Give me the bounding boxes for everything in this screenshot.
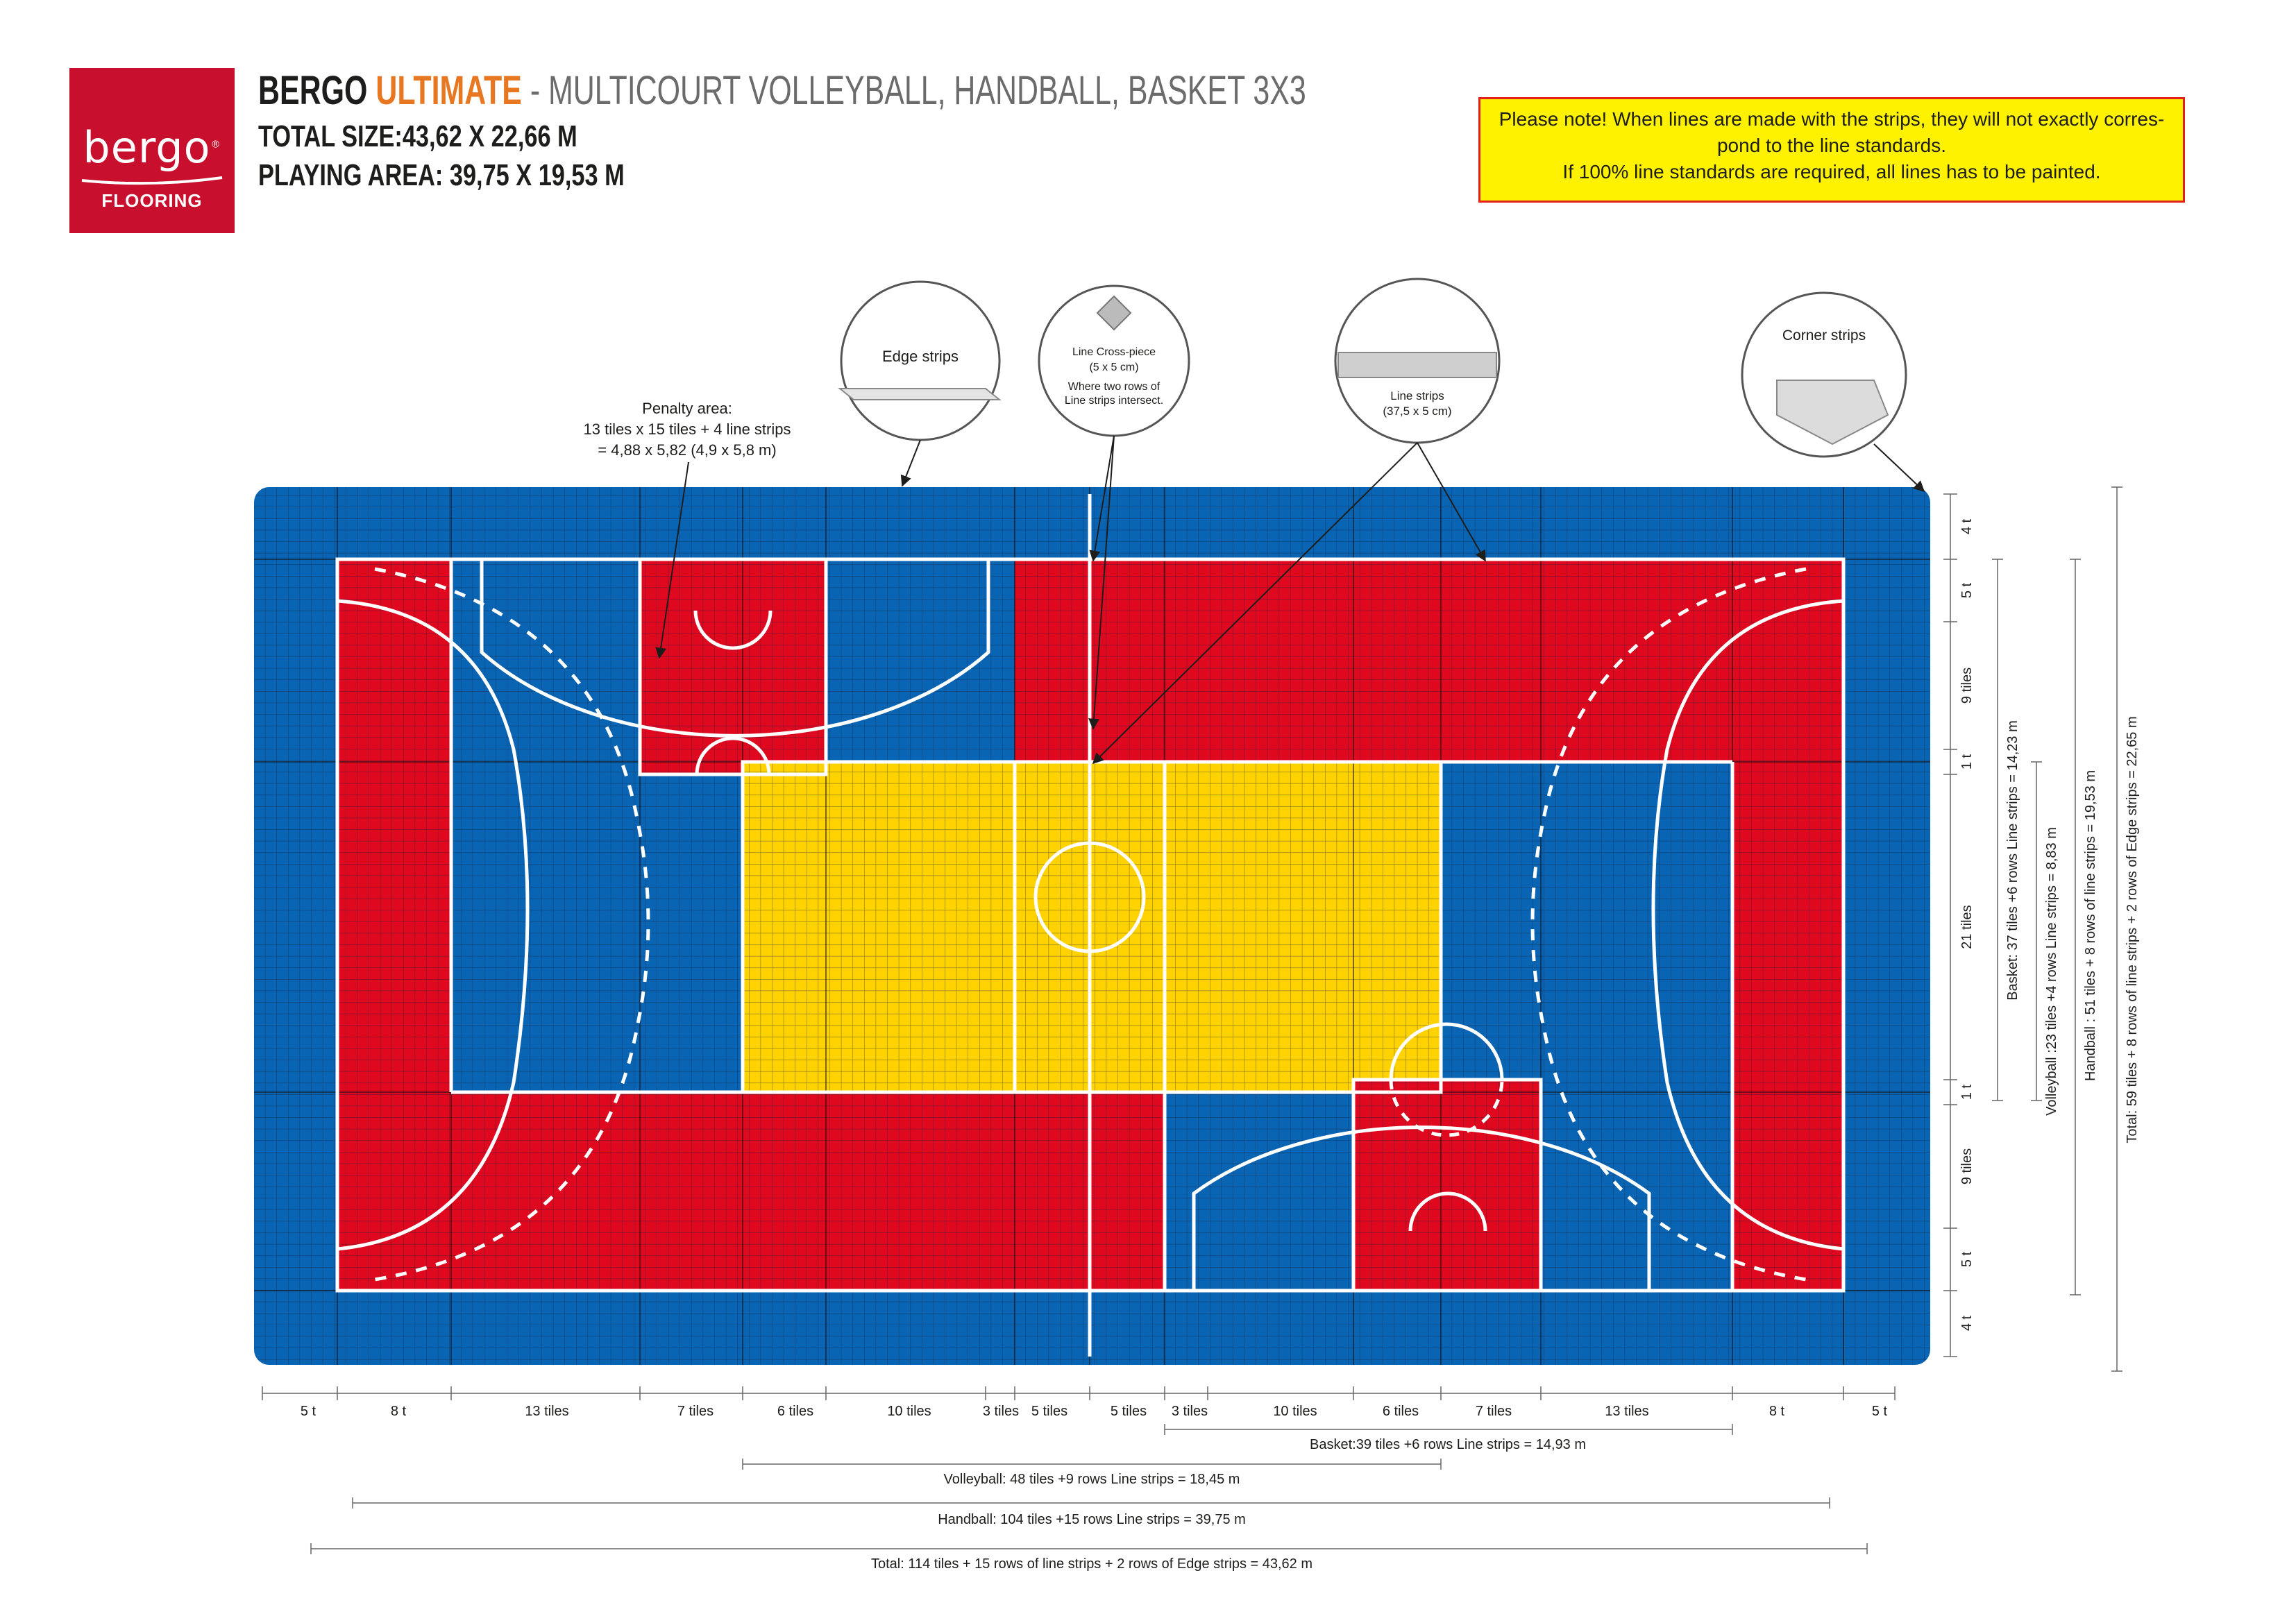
callout-circles [840, 278, 1907, 458]
bottom-label: 3 tiles [983, 1404, 1019, 1419]
basket-key-bottom [1351, 1078, 1543, 1293]
total-horizontal-dim: Total: 114 tiles + 15 rows of line strip… [871, 1556, 1312, 1572]
callout-corner-label: Corner strips [1782, 328, 1866, 343]
right-label: 9 tiles [1959, 1148, 1975, 1184]
right-label: 1 t [1959, 754, 1975, 770]
handball-horizontal-dim: Handball: 104 tiles +15 rows Line strips… [938, 1512, 1246, 1527]
arrow-line-2 [1092, 442, 1418, 765]
handball-vertical-dim: Handball : 51 tiles + 8 rows of line str… [2083, 770, 2098, 1081]
bottom-label: 7 tiles [677, 1404, 714, 1419]
bottom-label: 10 tiles [1273, 1404, 1317, 1419]
callout-line-size: (37,5 x 5 cm) [1383, 405, 1451, 418]
page-title: BERGO ULTIMATE - MULTICOURT VOLLEYBALL, … [258, 67, 1306, 115]
callout-cross-note1: Where two rows of [1068, 381, 1160, 393]
callout-line-title: Line strips [1390, 389, 1444, 402]
note-line-1: Please note! When lines are made with th… [1499, 108, 2165, 130]
bottom-label: 3 tiles [1172, 1404, 1208, 1419]
bottom-label: 10 tiles [887, 1404, 931, 1419]
callout-illustrations [838, 295, 1889, 445]
handball-goal-area-right [1651, 599, 1844, 1251]
bottom-label: 5 tiles [1111, 1404, 1147, 1419]
arrow-corner [1873, 443, 1925, 493]
callout-cross-size: (5 x 5 cm) [1089, 362, 1138, 373]
line-standard-note: Please note! When lines are made with th… [1478, 97, 2185, 203]
callout-texts: Edge strips Line Cross-piece (5 x 5 cm) … [584, 328, 1866, 459]
penalty-line-2: 13 tiles x 15 tiles + 4 line strips [584, 420, 791, 438]
title-rest: - MULTICOURT VOLLEYBALL, HANDBALL, BASKE… [530, 68, 1306, 113]
arrow-cross-1 [1089, 435, 1115, 562]
vertical-span-labels: Basket: 37 tiles +6 rows Line strips = 1… [2005, 716, 2140, 1143]
bottom-label: 5 t [1872, 1404, 1888, 1419]
basket-3pt-bottom [1192, 1125, 1651, 1291]
right-label: 5 t [1959, 582, 1975, 598]
callout-arrows [655, 435, 1925, 765]
right-ticks [1943, 493, 1957, 1357]
penalty-line-1: Penalty area: [642, 400, 732, 417]
note-line-3: If 100% line standards are required, all… [1562, 161, 2101, 182]
right-label: 21 tiles [1959, 905, 1975, 949]
total-vertical-dim: Total: 59 tiles + 8 rows of line strips … [2125, 716, 2140, 1143]
right-label: 5 t [1959, 1251, 1975, 1267]
ft-circle-bottom-dash [1389, 1079, 1504, 1137]
callout-cross-title: Line Cross-piece [1072, 346, 1156, 358]
basket-vertical-dim: Basket: 37 tiles +6 rows Line strips = 1… [2005, 720, 2020, 1001]
tile-grid [254, 487, 1930, 1365]
bottom-label: 5 tiles [1031, 1404, 1067, 1419]
logo-swoosh-icon [81, 176, 223, 185]
horizontal-span-labels: Basket:39 tiles +6 rows Line strips = 14… [871, 1437, 1586, 1572]
ft-circle-top [695, 736, 771, 775]
volleyball-horizontal-dim: Volleyball: 48 tiles +9 rows Line strips… [944, 1472, 1240, 1487]
handball-goal-area-left [337, 599, 530, 1251]
volleyball-vertical-dim: Volleyball :23 tiles +4 rows Line strips… [2044, 827, 2059, 1116]
bottom-labels: 5 t 8 t 13 tiles 7 tiles 6 tiles 10 tile… [301, 1404, 1888, 1419]
vertical-spans [1992, 486, 2122, 1372]
basket-3pt-top [480, 559, 990, 738]
volleyball-boundary [741, 760, 1443, 1094]
restricted-arc-bottom [1408, 1191, 1487, 1232]
right-label: 4 t [1959, 518, 1975, 534]
right-label: 1 t [1959, 1084, 1975, 1100]
arrow-penalty [655, 461, 689, 659]
basket-horizontal-dim: Basket:39 tiles +6 rows Line strips = 14… [1310, 1437, 1586, 1452]
note-line-2: pond to the line standards. [1716, 135, 1946, 156]
playing-area: PLAYING AREA: 39,75 X 19,53 M [258, 158, 625, 192]
bottom-label: 8 t [391, 1404, 407, 1419]
ft-circle-bottom-solid [1389, 1022, 1504, 1080]
restricted-arc-top [693, 610, 773, 650]
callout-cross-note2: Line strips intersect. [1065, 395, 1163, 407]
callout-edge-label: Edge strips [882, 348, 959, 365]
logo-wordmark: bergo® [83, 122, 221, 173]
arrow-edge [900, 439, 921, 487]
bottom-label: 6 tiles [1383, 1404, 1419, 1419]
bottom-label: 7 tiles [1476, 1404, 1512, 1419]
bergo-logo: bergo® FLOORING [69, 68, 235, 233]
total-size: TOTAL SIZE:43,62 X 22,66 M [258, 119, 577, 153]
center-circle [1033, 841, 1146, 953]
arrow-cross-2 [1088, 435, 1115, 730]
penalty-line-3: = 4,88 x 5,82 (4,9 x 5,8 m) [598, 441, 776, 459]
title-brand: BERGO [258, 68, 368, 113]
bottom-ticks [262, 1386, 1896, 1400]
bottom-dimension-row: 5 t 8 t 13 tiles 7 tiles 6 tiles 10 tile… [262, 1386, 1896, 1419]
right-label: 9 tiles [1959, 668, 1975, 704]
right-labels: 4 t 5 t 9 tiles 1 t 21 tiles 1 t 9 tiles… [1959, 518, 1975, 1331]
right-label: 4 t [1959, 1315, 1975, 1331]
arrow-line-1 [1417, 442, 1486, 562]
logo-flooring: FLOORING [101, 190, 203, 211]
horizontal-spans [310, 1424, 1868, 1554]
bottom-label: 6 tiles [777, 1404, 813, 1419]
bottom-label: 8 t [1769, 1404, 1785, 1419]
title-product: ULTIMATE [375, 68, 522, 113]
bottom-label: 13 tiles [525, 1404, 568, 1419]
bottom-label: 5 t [301, 1404, 316, 1419]
bottom-label: 13 tiles [1605, 1404, 1648, 1419]
